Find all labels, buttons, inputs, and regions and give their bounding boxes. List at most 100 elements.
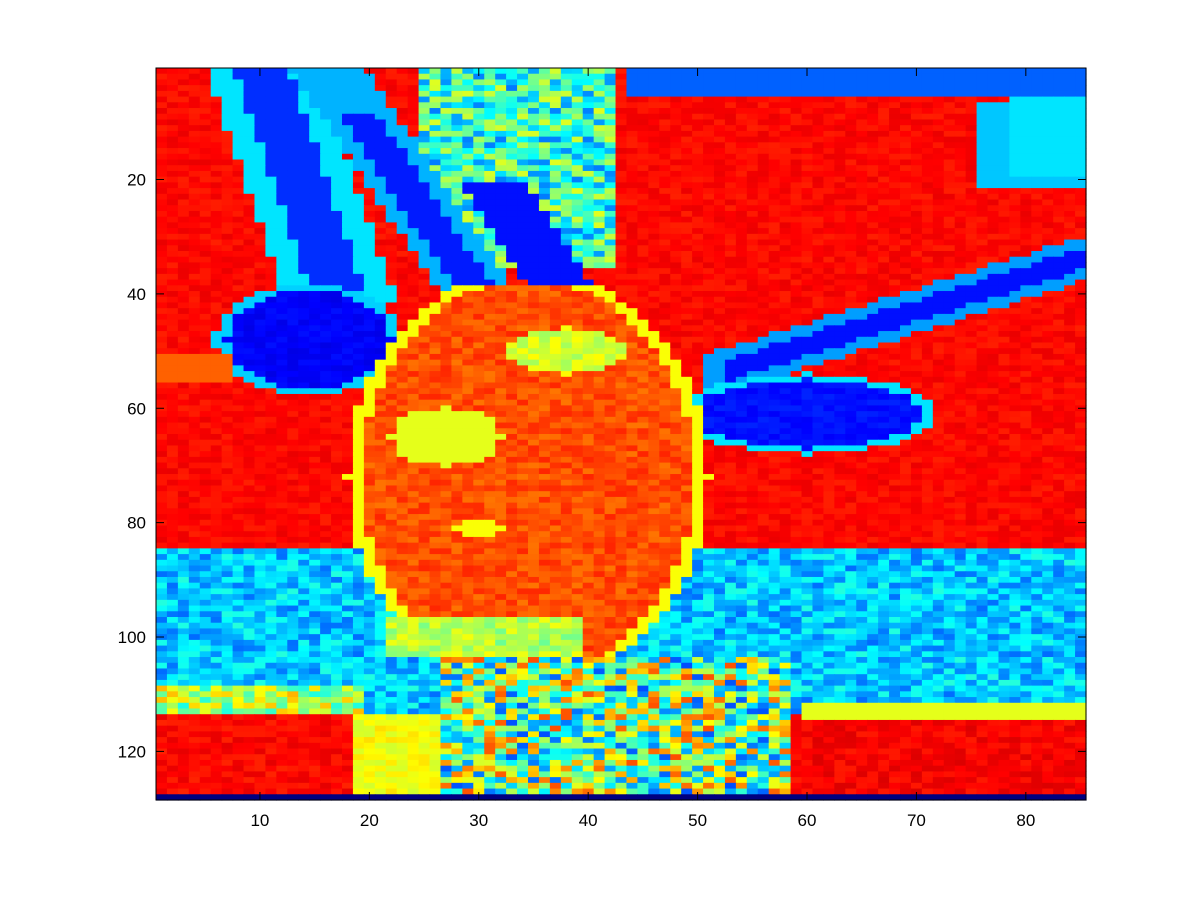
- heatmap-cell: [648, 193, 660, 201]
- heatmap-cell: [724, 273, 737, 281]
- heatmap-cell: [418, 256, 431, 264]
- heatmap-cell: [932, 79, 945, 86]
- heatmap-cell: [188, 268, 201, 275]
- heatmap-cell: [484, 382, 496, 389]
- heatmap-cell: [298, 285, 310, 292]
- heatmap-cell: [287, 142, 299, 149]
- heatmap-cell: [724, 159, 737, 166]
- heatmap-cell: [670, 193, 682, 201]
- heatmap-cell: [889, 210, 901, 218]
- heatmap-cell: [265, 285, 277, 292]
- heatmap-cell: [582, 205, 595, 212]
- heatmap-cell: [757, 113, 770, 121]
- heatmap-cell: [1009, 102, 1021, 109]
- heatmap-cell: [801, 142, 814, 149]
- heatmap-cell: [659, 296, 671, 304]
- heatmap-cell: [615, 216, 628, 224]
- heatmap-cell: [1031, 353, 1043, 361]
- heatmap-cell: [528, 216, 540, 224]
- heatmap-cell: [166, 125, 179, 132]
- heatmap-cell: [965, 348, 978, 355]
- heatmap-cell: [889, 382, 901, 389]
- heatmap-cell: [757, 79, 770, 86]
- heatmap-cell: [637, 348, 649, 355]
- heatmap-cell: [407, 182, 420, 189]
- heatmap-cell: [265, 342, 277, 349]
- heatmap-cell: [812, 376, 825, 384]
- heatmap-cell: [440, 102, 453, 109]
- heatmap-cell: [473, 159, 485, 166]
- heatmap-cell: [188, 108, 201, 115]
- heatmap-cell: [921, 119, 934, 126]
- heatmap-cell: [243, 291, 256, 298]
- heatmap-cell: [571, 125, 584, 132]
- heatmap-cell: [320, 256, 332, 264]
- heatmap-cell: [363, 233, 376, 241]
- heatmap-cell: [779, 365, 792, 372]
- heatmap-cell: [177, 273, 190, 281]
- heatmap-cell: [1009, 393, 1021, 401]
- heatmap-cell: [1053, 296, 1065, 304]
- heatmap-cell: [670, 359, 682, 366]
- heatmap-cell: [1064, 216, 1076, 224]
- heatmap-cell: [385, 176, 398, 183]
- heatmap-cell: [199, 85, 212, 92]
- heatmap-cell: [462, 68, 474, 75]
- heatmap-cell: [1042, 96, 1054, 103]
- heatmap-cell: [724, 199, 737, 206]
- heatmap-cell: [298, 233, 310, 241]
- heatmap-cell: [188, 251, 201, 258]
- heatmap-cell: [538, 210, 551, 218]
- heatmap-cell: [987, 153, 1000, 161]
- heatmap-cell: [932, 153, 945, 161]
- heatmap-cell: [987, 331, 1000, 338]
- heatmap-cell: [582, 119, 595, 126]
- heatmap-cell: [834, 302, 846, 309]
- heatmap-cell: [724, 336, 737, 344]
- heatmap-cell: [659, 348, 671, 355]
- heatmap-cell: [845, 113, 857, 121]
- heatmap-cell: [407, 359, 420, 366]
- heatmap-cell: [549, 308, 562, 315]
- heatmap-cell: [462, 113, 474, 121]
- heatmap-cell: [779, 399, 792, 407]
- heatmap-cell: [331, 148, 343, 155]
- heatmap-cell: [363, 313, 376, 321]
- heatmap-cell: [812, 79, 825, 86]
- heatmap-cell: [1031, 273, 1043, 281]
- heatmap-cell: [615, 182, 628, 189]
- heatmap-cell: [232, 108, 245, 115]
- heatmap-cell: [342, 256, 354, 264]
- heatmap-cell: [1031, 382, 1043, 389]
- heatmap-cell: [615, 239, 628, 246]
- heatmap-cell: [1020, 113, 1032, 121]
- heatmap-cell: [560, 291, 573, 298]
- heatmap-cell: [342, 239, 354, 246]
- heatmap-cell: [878, 148, 890, 155]
- heatmap-cell: [670, 399, 682, 407]
- heatmap-cell: [724, 268, 737, 275]
- heatmap-cell: [604, 170, 617, 178]
- heatmap-cell: [352, 102, 365, 109]
- heatmap-cell: [385, 102, 398, 109]
- heatmap-cell: [626, 331, 639, 338]
- heatmap-cell: [910, 176, 923, 183]
- heatmap-cell: [177, 188, 190, 195]
- heatmap-cell: [779, 108, 792, 115]
- heatmap-cell: [1031, 205, 1043, 212]
- heatmap-cell: [517, 251, 529, 258]
- heatmap-cell: [703, 251, 715, 258]
- heatmap-cell: [1053, 96, 1065, 103]
- heatmap-cell: [604, 359, 617, 366]
- heatmap-cell: [1031, 239, 1043, 246]
- heatmap-cell: [779, 285, 792, 292]
- heatmap-cell: [714, 342, 726, 349]
- heatmap-cell: [462, 262, 474, 269]
- heatmap-cell: [199, 210, 212, 218]
- heatmap-cell: [735, 68, 748, 75]
- heatmap-cell: [309, 136, 321, 143]
- heatmap-cell: [298, 353, 310, 361]
- heatmap-cell: [604, 216, 617, 224]
- heatmap-cell: [320, 336, 332, 344]
- heatmap-cell: [779, 85, 792, 92]
